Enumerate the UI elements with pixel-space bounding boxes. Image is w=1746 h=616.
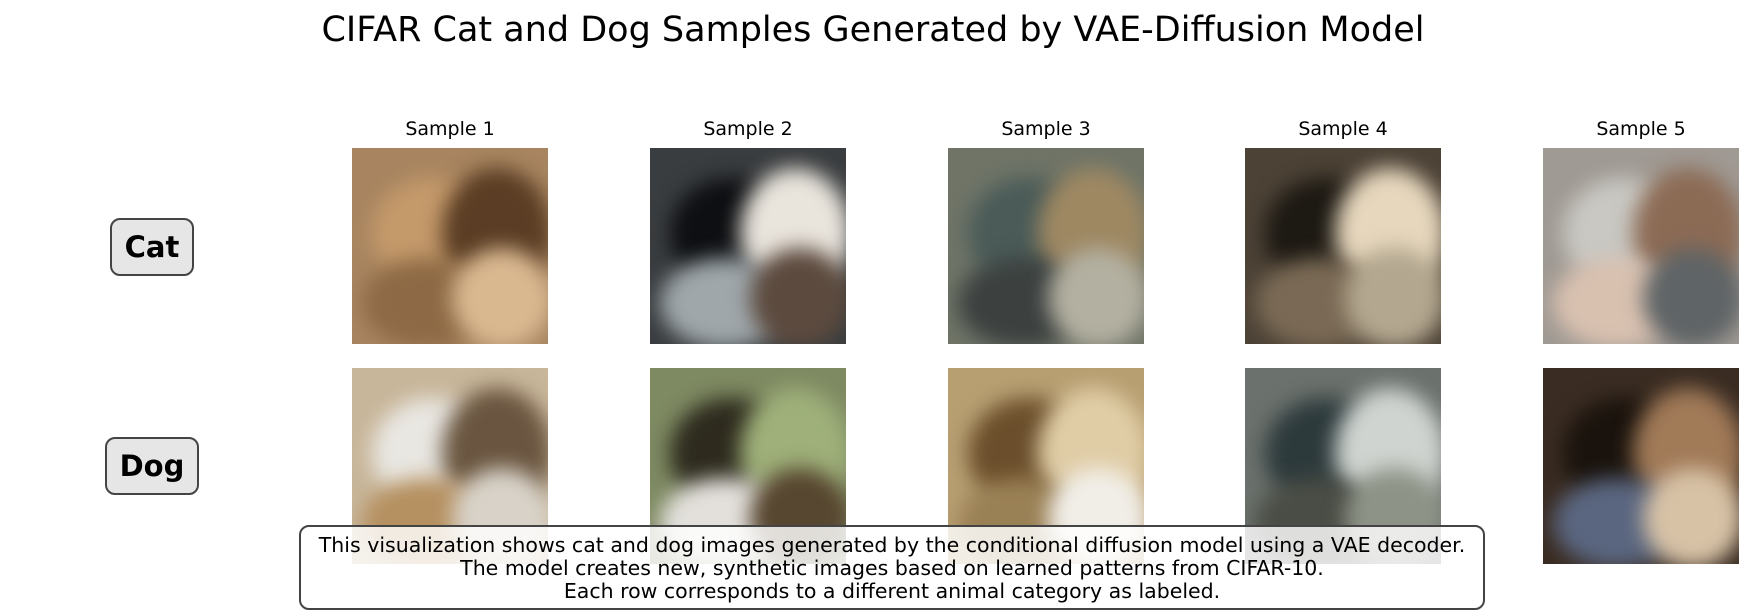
cat-sample-1-image (352, 148, 548, 344)
cat-sample-5-image (1543, 148, 1739, 344)
column-header-sample-4: Sample 4 (1298, 118, 1388, 140)
image-color-patch (1048, 248, 1144, 344)
image-color-patch (1643, 468, 1739, 564)
figure-title: CIFAR Cat and Dog Samples Generated by V… (321, 10, 1425, 50)
dog-sample-5-image (1543, 368, 1739, 564)
column-header-sample-3: Sample 3 (1001, 118, 1091, 140)
column-header-sample-2: Sample 2 (703, 118, 793, 140)
image-color-patch (750, 248, 846, 344)
column-header-sample-5: Sample 5 (1596, 118, 1686, 140)
caption-line-3: Each row corresponds to a different anim… (563, 579, 1221, 603)
caption-box: This visualization shows cat and dog ima… (299, 525, 1485, 610)
column-header-sample-1: Sample 1 (405, 118, 495, 140)
row-label-cat: Cat (110, 218, 194, 276)
image-color-patch (1345, 248, 1441, 344)
cat-sample-2-image (650, 148, 846, 344)
cat-sample-3-image (948, 148, 1144, 344)
cat-sample-4-image (1245, 148, 1441, 344)
image-color-patch (1643, 248, 1739, 344)
caption-line-2: The model creates new, synthetic images … (460, 556, 1324, 580)
row-label-dog: Dog (105, 437, 199, 495)
image-color-patch (452, 248, 548, 344)
caption-line-1: This visualization shows cat and dog ima… (318, 533, 1466, 557)
